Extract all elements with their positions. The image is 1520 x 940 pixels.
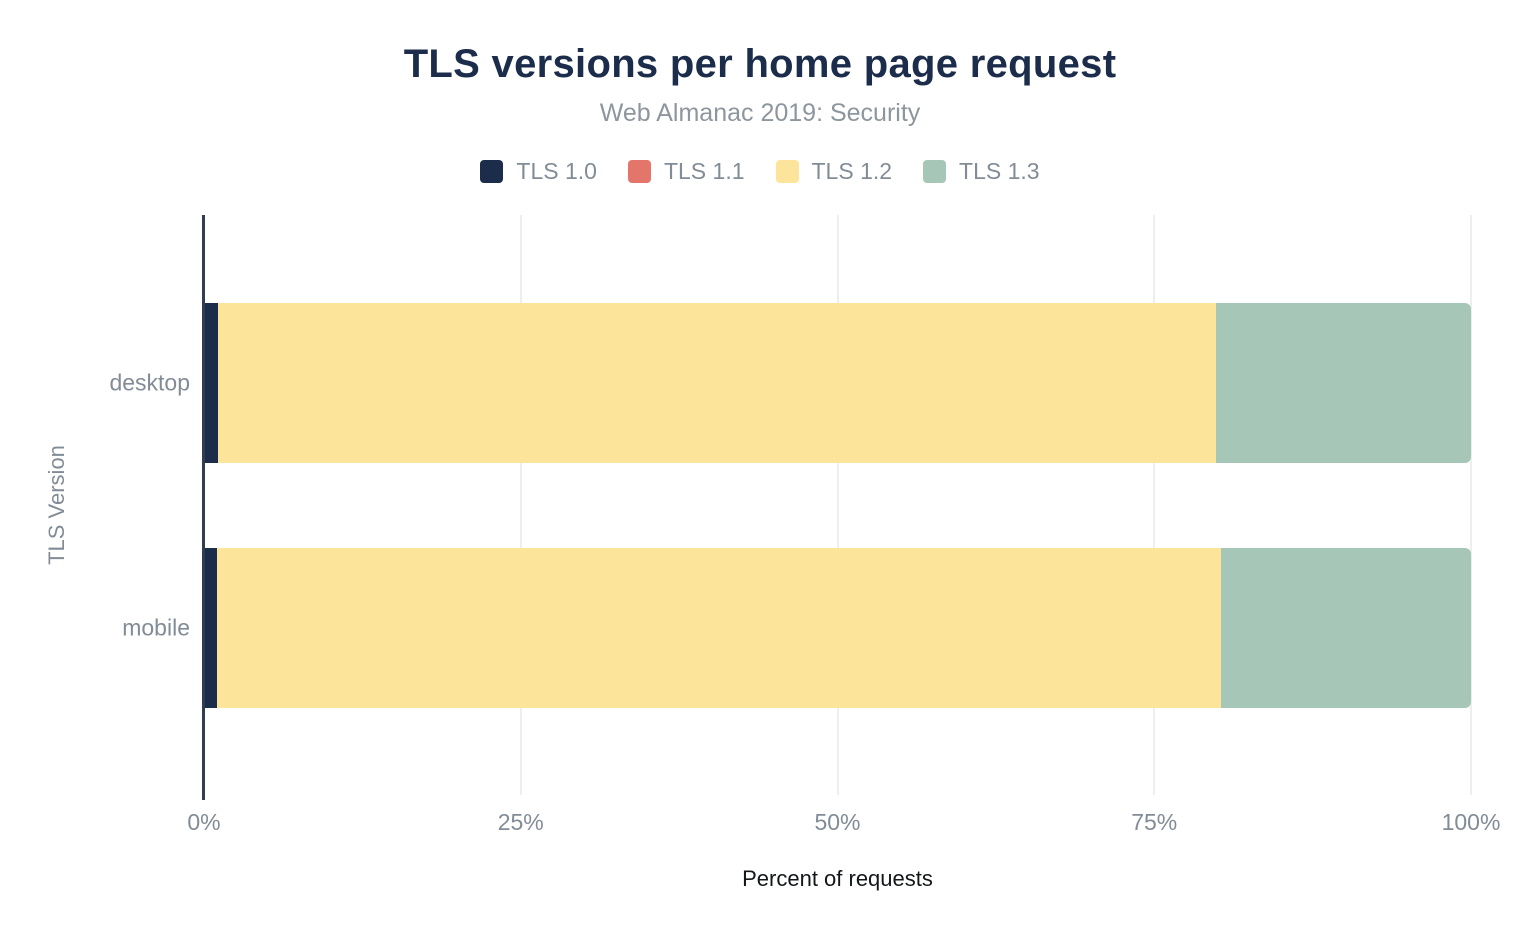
x-tick-label-75: 75% — [1131, 809, 1178, 835]
x-tick-label-0: 0% — [187, 809, 221, 835]
x-axis-title: Percent of requests — [742, 866, 933, 891]
legend-swatch-tls-1-2 — [775, 160, 799, 183]
legend-item-tls-1-1: TLS 1.1 — [627, 158, 745, 185]
legend: TLS 1.0 TLS 1.1 TLS 1.2 TLS 1.3 — [0, 158, 1520, 185]
bar-segment-tls-1-2-mobile[interactable] — [216, 548, 1222, 708]
legend-label: TLS 1.2 — [811, 158, 893, 184]
category-labels: desktop mobile — [0, 215, 190, 795]
bar-row-mobile — [204, 548, 1471, 708]
legend-swatch-tls-1-0 — [480, 160, 504, 183]
legend-item-tls-1-0: TLS 1.0 — [480, 158, 597, 185]
gridline-75 — [1153, 215, 1156, 795]
x-ticks: 0% 25% 50% 75% 100% — [187, 809, 1500, 839]
legend-item-tls-1-3: TLS 1.3 — [923, 158, 1040, 185]
x-tick-label-100: 100% — [1441, 809, 1501, 835]
bar-segment-tls-1-3-desktop[interactable] — [1216, 303, 1471, 463]
gridline-50 — [836, 215, 839, 795]
bar-segment-tls-1-0-desktop[interactable] — [204, 303, 218, 463]
legend-label: TLS 1.3 — [959, 158, 1040, 184]
gridline-100 — [1470, 215, 1472, 795]
bar-segment-tls-1-0-mobile[interactable] — [204, 548, 217, 708]
bar-row-desktop — [204, 303, 1471, 463]
chart-title: TLS versions per home page request — [403, 42, 1117, 86]
x-tick-label-25: 25% — [497, 809, 544, 835]
chart-subtitle: Web Almanac 2019: Security — [599, 99, 921, 127]
legend-label: TLS 1.0 — [516, 158, 597, 184]
gridline-25 — [519, 215, 522, 795]
bar-segment-tls-1-3-mobile[interactable] — [1221, 548, 1471, 708]
bar-segment-tls-1-2-desktop[interactable] — [217, 303, 1217, 463]
y-axis-line — [202, 215, 205, 800]
legend-swatch-tls-1-1 — [627, 160, 651, 183]
legend-item-tls-1-2: TLS 1.2 — [775, 158, 893, 185]
category-label-desktop: desktop — [109, 369, 190, 396]
legend-swatch-tls-1-3 — [923, 160, 947, 183]
legend-label: TLS 1.1 — [663, 158, 745, 184]
plot-area — [202, 215, 1472, 800]
x-tick-label-50: 50% — [814, 809, 861, 835]
category-label-mobile: mobile — [122, 614, 190, 641]
